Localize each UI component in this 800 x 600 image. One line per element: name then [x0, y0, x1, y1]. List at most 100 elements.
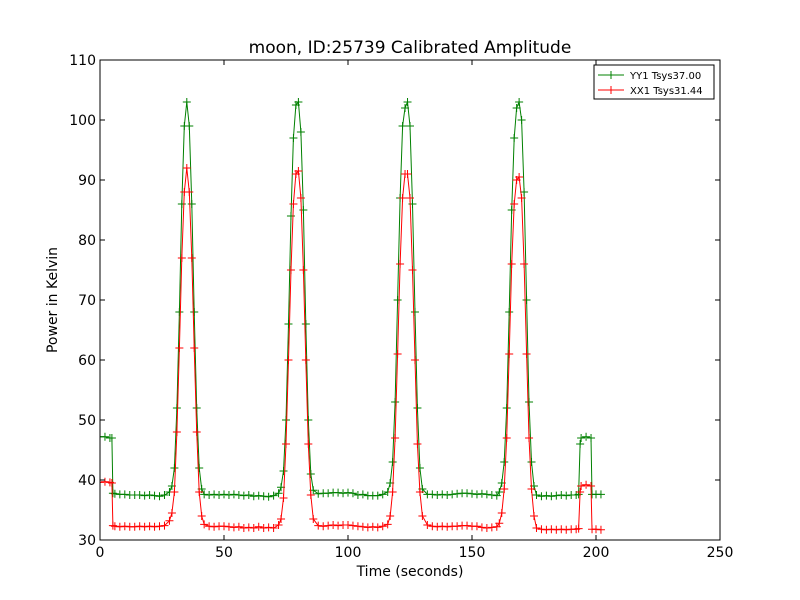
data-point	[334, 488, 343, 497]
data-point	[177, 254, 186, 262]
data-point	[274, 489, 283, 498]
data-point	[167, 509, 176, 517]
data-point	[229, 490, 238, 499]
data-point	[177, 200, 186, 208]
data-point	[150, 522, 159, 531]
data-point	[175, 344, 184, 352]
y-tick-label: 40	[78, 473, 96, 489]
legend-box	[593, 64, 715, 100]
data-point	[515, 173, 524, 181]
data-point	[100, 477, 109, 486]
data-point	[348, 489, 357, 498]
data-point	[244, 491, 253, 499]
data-point	[155, 522, 164, 531]
data-point	[383, 520, 392, 529]
data-point	[210, 490, 219, 499]
series-line	[100, 100, 601, 498]
data-point	[582, 480, 591, 489]
data-point	[289, 200, 298, 208]
data-point	[140, 491, 149, 500]
data-point	[522, 296, 531, 304]
data-point	[100, 478, 104, 487]
data-point	[574, 524, 583, 533]
data-point	[410, 308, 419, 316]
data-point	[510, 200, 519, 208]
data-point	[453, 522, 462, 531]
data-point	[418, 512, 427, 520]
data-point	[239, 524, 248, 532]
data-point	[428, 490, 437, 499]
data-point	[406, 194, 414, 202]
data-point	[507, 260, 516, 268]
data-point	[190, 308, 199, 316]
data-point	[282, 416, 290, 424]
data-point	[378, 522, 387, 531]
data-point	[172, 404, 181, 412]
data-point	[587, 434, 596, 442]
data-point	[277, 515, 286, 523]
data-point	[210, 522, 219, 531]
y-axis-label: Power in Kelvin	[45, 247, 61, 353]
data-point	[294, 167, 303, 175]
data-point	[264, 523, 273, 532]
data-point	[596, 490, 605, 499]
data-point	[363, 523, 372, 532]
data-point	[438, 522, 447, 531]
data-point	[107, 434, 116, 442]
data-point	[512, 104, 521, 112]
y-tick-label: 30	[78, 533, 96, 549]
data-point	[577, 434, 586, 442]
data-point	[120, 522, 129, 531]
data-point	[160, 491, 169, 499]
data-point	[582, 432, 591, 441]
data-point	[391, 434, 400, 442]
legend: YY1 Tsys37.00 XX1 Tsys31.44	[593, 64, 715, 100]
data-point	[537, 492, 546, 501]
data-point	[433, 522, 442, 531]
data-point	[324, 489, 333, 498]
data-point	[319, 522, 328, 531]
data-point	[408, 266, 417, 274]
data-point	[220, 522, 228, 531]
data-point	[249, 524, 258, 532]
data-point	[120, 490, 129, 499]
data-point	[244, 523, 253, 532]
data-point	[423, 521, 432, 529]
data-point	[415, 464, 424, 472]
data-point	[353, 522, 362, 531]
data-point	[324, 521, 333, 530]
data-point	[401, 104, 410, 112]
data-point	[505, 308, 514, 316]
data-point	[576, 440, 585, 448]
data-point	[234, 522, 243, 531]
data-point	[482, 524, 491, 532]
data-point	[309, 515, 318, 523]
data-point	[145, 491, 154, 499]
y-tick-label: 80	[78, 233, 96, 249]
data-point	[537, 525, 546, 534]
data-point	[294, 98, 303, 106]
data-point	[522, 350, 531, 358]
series-layer	[100, 98, 605, 534]
data-point	[495, 488, 504, 496]
data-point	[596, 525, 605, 534]
data-point	[100, 432, 109, 441]
y-tick-label: 50	[78, 413, 96, 429]
data-point	[413, 440, 422, 448]
data-point	[115, 522, 124, 531]
x-axis-label: Time (seconds)	[356, 564, 464, 580]
data-point	[391, 398, 400, 406]
data-point	[403, 170, 412, 178]
data-point	[160, 521, 169, 530]
data-point	[482, 490, 491, 499]
data-point	[304, 440, 313, 448]
data-point	[525, 398, 534, 406]
data-point	[592, 525, 600, 534]
data-point	[477, 489, 486, 498]
data-point	[510, 134, 519, 142]
data-point	[344, 521, 352, 529]
data-point	[229, 523, 238, 532]
data-point	[182, 98, 191, 106]
data-point	[195, 488, 204, 496]
